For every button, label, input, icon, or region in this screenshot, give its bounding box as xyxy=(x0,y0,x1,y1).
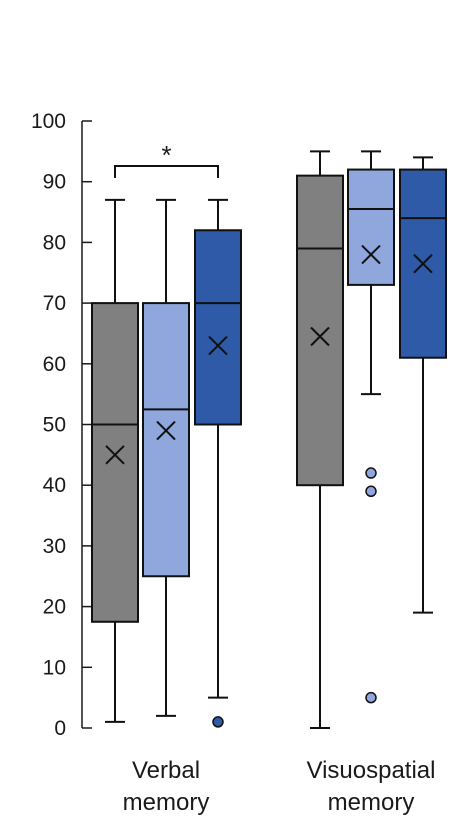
y-axis: 0 10 20 30 40 50 60 70 80 90 100 xyxy=(31,110,92,740)
y-tick-label: 10 xyxy=(43,656,66,679)
group-1-box-3-outlier xyxy=(212,716,224,728)
significance-marker: * xyxy=(161,140,171,170)
y-tick-label: 90 xyxy=(43,171,66,194)
group-1-box-3-iqr-box xyxy=(194,229,242,426)
group-2-box-2-outlier xyxy=(365,485,377,498)
y-tick-label: 20 xyxy=(43,596,66,619)
group-label: Verbal xyxy=(132,757,200,784)
group-2-box-2-outlier xyxy=(365,467,377,479)
group-2-box-1-mean-marker xyxy=(310,326,330,347)
group-1-box-2-mean-marker xyxy=(156,420,176,441)
group-2-box-1-iqr-box xyxy=(296,174,344,487)
plot-area: * xyxy=(91,140,447,729)
y-tick-label: 50 xyxy=(43,414,66,437)
group-1-box-3-mean-marker xyxy=(208,335,228,356)
group-labels: Verbal memory Visuospatial memory xyxy=(123,757,436,816)
group-label: memory xyxy=(123,789,210,816)
group-2-box-3-mean-marker xyxy=(413,253,433,274)
y-tick-label: 70 xyxy=(43,292,66,315)
y-tick-label: 100 xyxy=(31,110,66,133)
y-tick-label: 60 xyxy=(43,353,66,376)
group-1-box-2-iqr-box xyxy=(142,302,190,578)
y-tick-label: 30 xyxy=(43,535,66,558)
group-2-box-2-outlier xyxy=(365,691,377,704)
group-label: Visuospatial xyxy=(307,757,436,784)
group-2-box-2-iqr-box xyxy=(347,168,395,286)
y-tick-label: 40 xyxy=(43,474,66,497)
y-tick-label: 80 xyxy=(43,231,66,254)
y-tick-label: 0 xyxy=(54,717,66,740)
group-label: memory xyxy=(328,789,415,816)
group-1-box-1-mean-marker xyxy=(105,445,125,465)
significance-bracket xyxy=(114,165,219,178)
group-2-box-2-mean-marker xyxy=(361,244,381,265)
group-1-box-1-iqr-box xyxy=(91,302,139,623)
